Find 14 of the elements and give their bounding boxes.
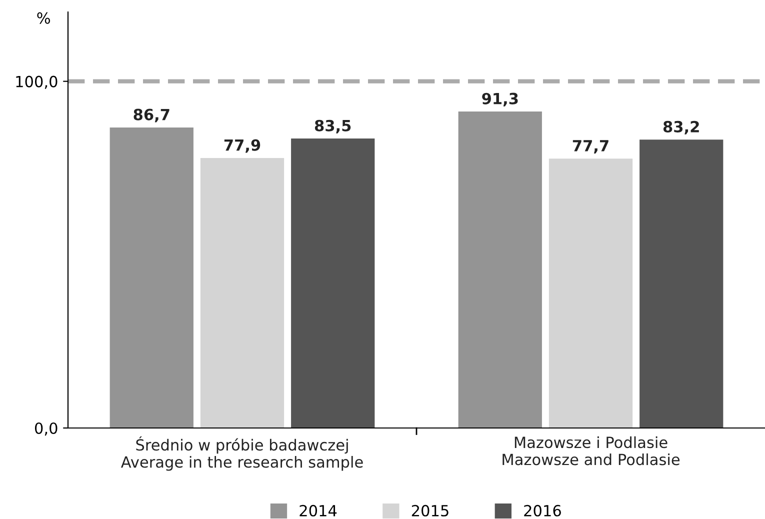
y-tick-label: 0,0 bbox=[34, 422, 58, 436]
y-tick-label: 100,0 bbox=[16, 76, 58, 89]
y-axis-title: % bbox=[37, 12, 50, 24]
data-label: 77,9 bbox=[224, 139, 260, 153]
data-label: 86,7 bbox=[134, 108, 170, 122]
data-label: 83,5 bbox=[314, 120, 351, 134]
legend-label: 2014 bbox=[300, 504, 337, 516]
legend-label: 2016 bbox=[524, 504, 561, 516]
data-label: 91,3 bbox=[482, 92, 518, 106]
legend-label: 2015 bbox=[412, 504, 448, 516]
x-tick-label: Mazowsze i Podlasie Mazowsze and Podlasie bbox=[502, 436, 680, 466]
x-tick-label: Średnio w próbie badawczej Average in the research sample bbox=[120, 436, 363, 471]
data-label: 83,2 bbox=[663, 120, 699, 134]
data-label: 77,7 bbox=[572, 140, 608, 154]
